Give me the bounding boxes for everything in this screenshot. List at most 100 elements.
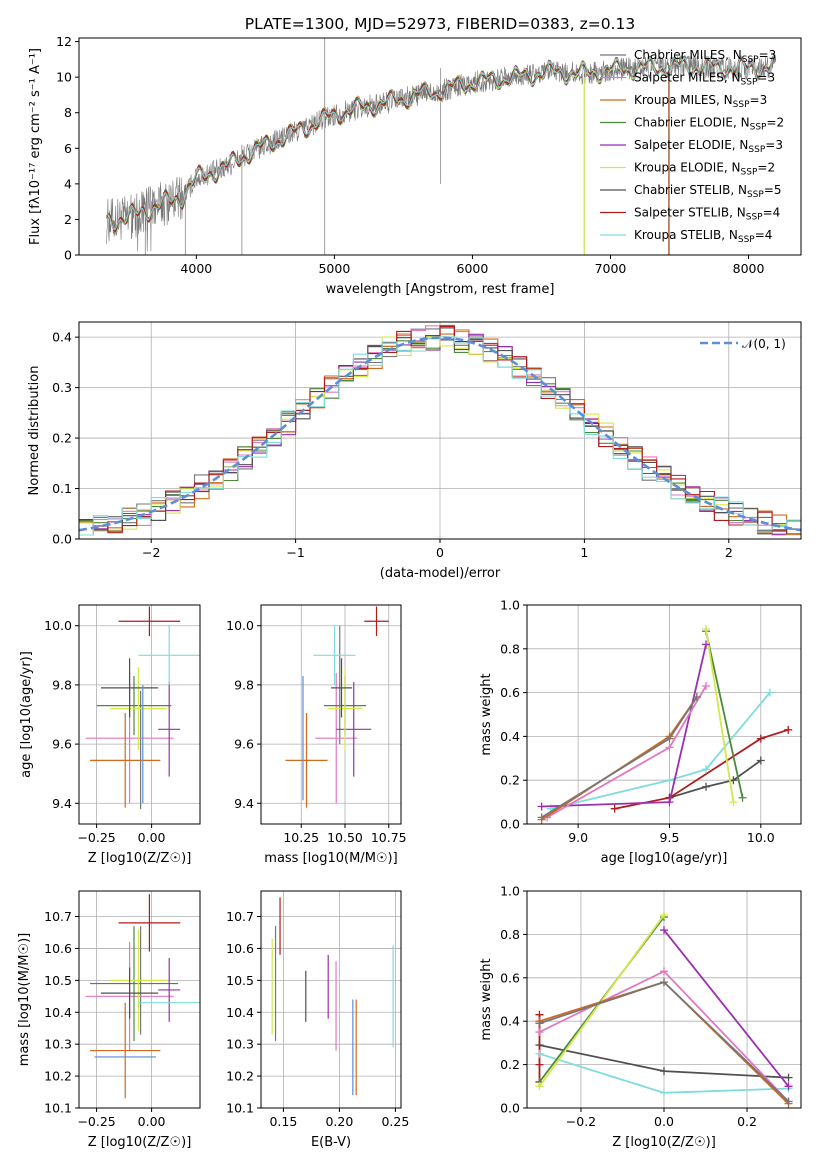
y-tick-label: 0.8 [500, 641, 520, 656]
axes-frame [526, 890, 802, 1109]
y-tick-label: 0.2 [500, 1057, 520, 1072]
y-tick-label: 6 [64, 141, 72, 156]
y-tick-label: 10.2 [226, 1069, 254, 1084]
y-axis-label: mass weight [479, 958, 494, 1040]
legend-label: Chabrier STELIB, NSSP=5 [634, 183, 782, 200]
axes-frame [78, 321, 802, 540]
x-tick-label: −0.25 [77, 830, 115, 845]
y-tick-label: 10.7 [44, 909, 72, 924]
y-tick-label: 10.4 [226, 1005, 254, 1020]
weight-point-chabrier_elodie [738, 793, 747, 802]
y-tick-label: 10.5 [44, 973, 72, 988]
x-tick-label: 9.5 [660, 830, 680, 845]
y-tick-label: 0.8 [500, 927, 520, 942]
y-tick-label: 1.0 [500, 884, 520, 899]
histogram-salpeter_stelib [79, 326, 801, 535]
y-tick-label: 8 [64, 105, 72, 120]
weight-point-chabrier_miles [660, 978, 668, 987]
plot-area-z_vs_age [85, 606, 200, 810]
axes-frame [78, 890, 201, 1109]
y-axis-label: Normed distribution [27, 366, 42, 496]
weight-line-salpeter_stelib [614, 728, 789, 810]
x-tick-label: 10.0 [747, 830, 775, 845]
weight-point-chabrier_stelib [784, 1073, 793, 1082]
axes-frame [78, 604, 201, 825]
y-tick-label: 10.3 [226, 1037, 254, 1052]
weight-point-salpeter_stelib [784, 725, 793, 734]
y-tick-label: 10.1 [44, 1101, 72, 1116]
x-tick-label: 0.2 [737, 1114, 757, 1129]
histogram-kroupa_elodie [79, 335, 801, 536]
weight-point-salpeter_stelib [610, 804, 619, 813]
weight-point-salpeter_stelib [535, 1060, 544, 1069]
y-tick-label: 0.4 [52, 330, 72, 345]
y-tick-label: 0.6 [500, 970, 520, 985]
weight-point-kroupa_stelib [765, 688, 774, 697]
y-tick-label: 0.4 [500, 1014, 520, 1029]
x-tick-label: 0.00 [138, 1114, 166, 1129]
y-tick-label: 12 [56, 34, 72, 49]
y-tick-label: 10.6 [44, 941, 72, 956]
y-tick-label: 10.2 [44, 1069, 72, 1084]
x-axis-label: Z [log10(Z/Z☉)] [88, 1135, 192, 1150]
y-tick-label: 4 [64, 176, 72, 191]
x-tick-label: 0.0 [654, 1114, 674, 1129]
y-tick-label: 0.6 [500, 685, 520, 700]
legend-label: Chabrier ELODIE, NSSP=2 [634, 116, 784, 133]
y-tick-label: 1.0 [500, 598, 520, 613]
x-tick-label: 10.50 [327, 830, 363, 845]
x-tick-label: 9.0 [568, 830, 588, 845]
weight-point-salpeter_elodie [702, 640, 711, 649]
x-tick-label: 6000 [457, 261, 489, 276]
weight-line-salpeter_elodie [541, 644, 707, 808]
y-tick-label: 10.7 [226, 909, 254, 924]
x-tick-label: 0.20 [325, 1114, 353, 1129]
weight-point-salpeter_stelib [756, 734, 765, 743]
weight-point-chabrier_stelib [702, 782, 711, 791]
y-tick-label: 9.8 [234, 677, 254, 692]
y-tick-label: 0.4 [500, 729, 520, 744]
x-tick-label: 5000 [318, 261, 350, 276]
legend-label: Salpeter ELODIE, NSSP=3 [634, 138, 783, 155]
weight-point-salpeter_miles [702, 682, 711, 691]
axes-frame [526, 604, 802, 825]
x-tick-label: −2 [142, 545, 160, 560]
x-tick-label: 0 [436, 545, 444, 560]
weight-line-chabrier_miles [541, 696, 698, 819]
weight-point-kroupa_stelib [702, 765, 711, 774]
y-tick-label: 10.3 [44, 1037, 72, 1052]
legend-label: Kroupa ELODIE, NSSP=2 [634, 161, 775, 178]
y-tick-label: 10.0 [44, 618, 72, 633]
x-tick-label: 1 [580, 545, 588, 560]
y-tick-label: 0.0 [500, 1101, 520, 1116]
y-axis-label: Flux [fλ10⁻¹⁷ erg cm⁻² s⁻¹ A⁻¹] [28, 48, 43, 245]
weight-point-salpeter_elodie [660, 926, 668, 935]
plot-area-mass_vs_age [285, 606, 389, 808]
x-axis-label: wavelength [Angstrom, rest frame] [326, 282, 555, 297]
y-tick-label: 10.4 [44, 1005, 72, 1020]
y-axis-label: mass weight [479, 673, 494, 755]
plot-area-residuals [79, 324, 801, 536]
plot-area-weight_vs_z [535, 910, 793, 1108]
y-tick-label: 0.0 [500, 817, 520, 832]
weight-point-chabrier_stelib [756, 756, 765, 765]
x-axis-label: Z [log10(Z/Z☉)] [612, 1135, 716, 1150]
y-tick-label: 9.4 [234, 796, 254, 811]
weight-point-kroupa_stelib [665, 776, 674, 785]
weight-point-salpeter_miles [535, 1028, 544, 1037]
x-axis-label: age [log10(age/yr)] [601, 851, 728, 866]
y-tick-label: 9.6 [52, 737, 72, 752]
weight-point-salpeter_miles [665, 743, 674, 752]
y-tick-label: 0.1 [52, 481, 72, 496]
x-tick-label: 2 [725, 545, 733, 560]
x-tick-label: 7000 [595, 261, 627, 276]
x-tick-label: −0.2 [566, 1114, 596, 1129]
x-tick-label: 0.00 [138, 830, 166, 845]
y-tick-label: 9.6 [234, 737, 254, 752]
plot-area-z_vs_mass [85, 894, 200, 1099]
weight-line-salpeter_miles [546, 685, 707, 819]
plot-area-ebv_vs_mass [271, 897, 394, 1096]
y-tick-label: 10.5 [226, 973, 254, 988]
histogram-kroupa_stelib [79, 336, 801, 536]
